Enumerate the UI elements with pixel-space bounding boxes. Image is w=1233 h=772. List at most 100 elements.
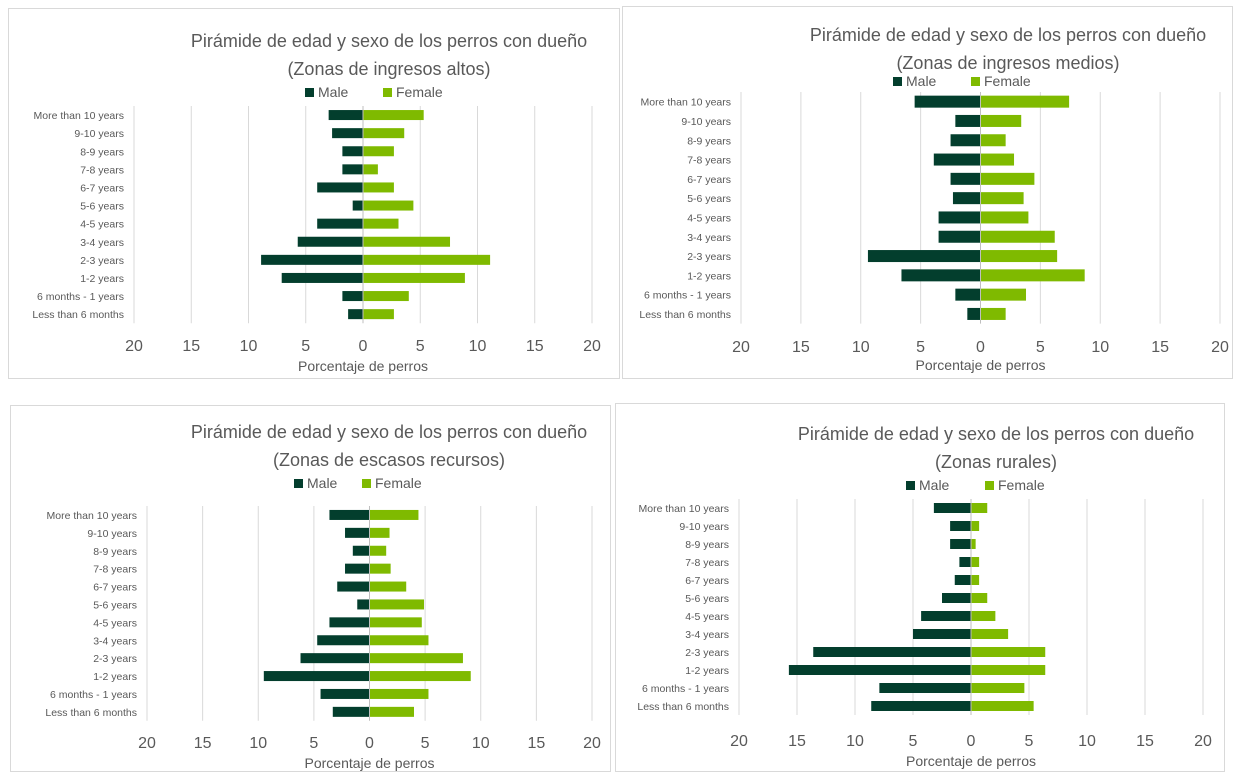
category-label: 2-3 years [685, 647, 729, 659]
bar-female [369, 581, 407, 592]
category-label: 7-8 years [80, 164, 124, 176]
legend-label-male: Male [906, 73, 937, 89]
chart-panel-ingresos-medios: Pirámide de edad y sexo de los perros co… [622, 6, 1233, 379]
bar-male [921, 611, 971, 621]
bar-male [933, 503, 971, 513]
bar-male [950, 539, 971, 549]
x-tick-label: 20 [125, 338, 143, 355]
bar-male [261, 254, 363, 265]
bar-female [369, 688, 429, 699]
bar-female [369, 599, 425, 610]
bar-male [300, 653, 370, 664]
x-tick-label: 20 [1211, 339, 1229, 356]
bar-female [980, 250, 1058, 263]
legend-swatch-male [294, 479, 303, 488]
x-tick-label: 15 [788, 733, 806, 750]
bar-male [281, 272, 363, 283]
category-label: 2-3 years [93, 653, 137, 665]
legend-swatch-female [362, 479, 371, 488]
x-tick-label: 15 [1136, 733, 1154, 750]
x-tick-label: 10 [1078, 733, 1096, 750]
x-axis-title: Porcentaje de perros [916, 357, 1046, 373]
x-tick-label: 15 [1151, 339, 1169, 356]
category-label: 1-2 years [685, 665, 729, 677]
chart-ingresos-altos: Pirámide de edad y sexo de los perros co… [32, 31, 601, 374]
legend-label-female: Female [998, 477, 1045, 493]
bar-female [369, 706, 414, 717]
category-label: 3-4 years [93, 635, 137, 647]
category-label: More than 10 years [639, 503, 729, 515]
bar-male [329, 509, 370, 520]
bar-female [971, 575, 980, 585]
bar-male [329, 617, 370, 628]
category-label: 9-10 years [87, 528, 137, 540]
x-tick-label: 15 [194, 735, 212, 752]
bar-female [971, 629, 1009, 639]
x-tick-label: 10 [846, 733, 864, 750]
x-axis-title: Porcentaje de perros [906, 753, 1036, 769]
category-label: More than 10 years [641, 97, 731, 109]
bar-female [363, 164, 378, 175]
category-label: 1-2 years [687, 270, 731, 282]
x-tick-label: 5 [916, 339, 925, 356]
x-tick-label: 20 [138, 735, 156, 752]
legend-swatch-female [985, 481, 994, 490]
chart-panel-rurales: Pirámide de edad y sexo de los perros co… [615, 403, 1225, 772]
x-tick-label: 5 [1036, 339, 1045, 356]
category-label: Less than 6 months [637, 701, 729, 713]
category-label: 4-5 years [687, 212, 731, 224]
category-label: 6-7 years [80, 182, 124, 194]
bar-female [971, 683, 1025, 693]
bar-female [980, 114, 1022, 127]
x-tick-label: 0 [976, 339, 985, 356]
x-tick-label: 15 [792, 339, 810, 356]
category-label: 4-5 years [685, 611, 729, 623]
category-label: 4-5 years [93, 617, 137, 629]
bar-male [950, 172, 981, 185]
x-tick-label: 10 [249, 735, 267, 752]
chart-escasos-recursos: Pirámide de edad y sexo de los perros co… [45, 422, 601, 771]
bar-male [332, 128, 363, 139]
chart-rurales: Pirámide de edad y sexo de los perros co… [637, 424, 1212, 769]
x-tick-label: 15 [526, 338, 544, 355]
legend-swatch-male [893, 77, 902, 86]
chart-title: Pirámide de edad y sexo de los perros co… [191, 31, 587, 51]
bar-female [369, 563, 391, 574]
category-label: 5-6 years [687, 193, 731, 205]
x-tick-label: 20 [732, 339, 750, 356]
bar-female [369, 545, 387, 556]
chart-title: Pirámide de edad y sexo de los perros co… [810, 25, 1206, 45]
bar-male [955, 288, 981, 301]
bar-female [971, 557, 980, 567]
x-tick-label: 10 [852, 339, 870, 356]
x-tick-label: 20 [583, 735, 601, 752]
category-label: 8-9 years [687, 135, 731, 147]
bar-female [980, 269, 1085, 282]
category-label: 7-8 years [687, 155, 731, 167]
category-label: 8-9 years [93, 546, 137, 558]
category-label: 2-3 years [687, 251, 731, 263]
category-label: 1-2 years [93, 671, 137, 683]
bar-male [342, 164, 363, 175]
category-label: 6-7 years [687, 174, 731, 186]
bar-female [980, 95, 1070, 108]
chart-title: Pirámide de edad y sexo de los perros co… [191, 422, 587, 442]
category-label: 8-9 years [80, 146, 124, 158]
bar-male [938, 230, 981, 243]
legend-swatch-male [906, 481, 915, 490]
bar-female [971, 701, 1034, 711]
bar-male [345, 563, 370, 574]
bar-female [363, 200, 414, 211]
chart-subtitle: (Zonas de ingresos altos) [287, 59, 490, 79]
x-tick-label: 10 [240, 338, 258, 355]
bar-male [914, 95, 981, 108]
category-label: 1-2 years [80, 273, 124, 285]
x-tick-label: 5 [1025, 733, 1034, 750]
legend-label-female: Female [396, 84, 443, 100]
category-label: 3-4 years [687, 232, 731, 244]
category-label: 5-6 years [80, 201, 124, 213]
x-tick-label: 10 [472, 735, 490, 752]
legend-swatch-male [305, 88, 314, 97]
bar-female [369, 527, 390, 538]
bar-female [980, 288, 1027, 301]
